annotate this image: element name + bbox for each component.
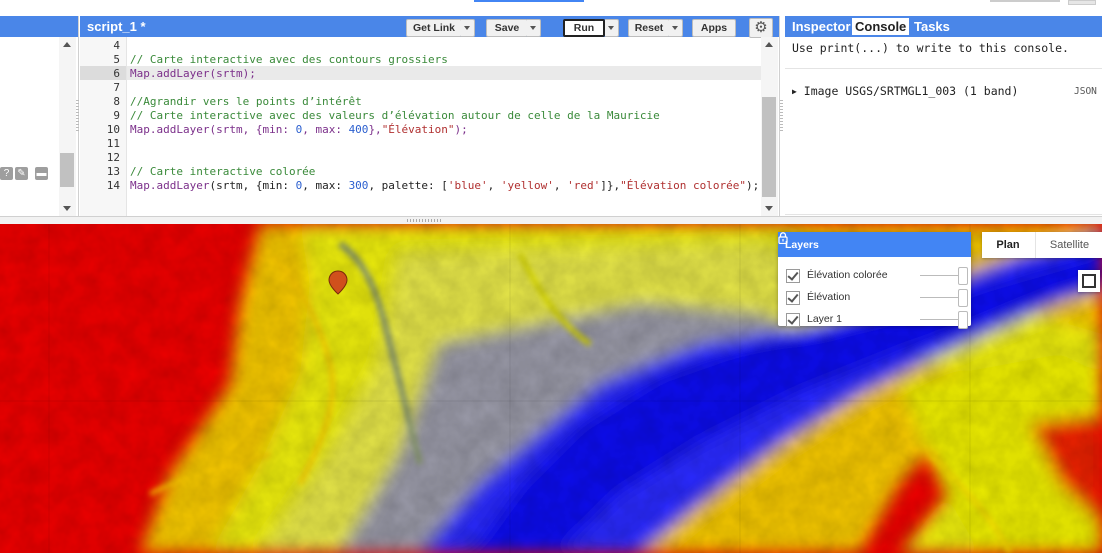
line-number: 11 [106,137,120,150]
apps-button[interactable]: Apps [692,19,736,37]
opacity-slider-handle[interactable] [958,311,968,329]
left-resize-handle[interactable] [76,100,79,132]
layer-name: Layer 1 [807,313,843,325]
reset-dropdown-icon[interactable] [669,19,683,37]
get-link-dropdown-icon[interactable] [461,19,475,37]
current-line-gutter [80,66,126,80]
edit-icon[interactable]: ✎ [15,167,28,180]
top-gray-bar [990,0,1060,2]
save-dropdown-icon[interactable] [527,19,541,37]
line-number: 14 [106,179,120,192]
code-editor-panel: script_1 * Get Link Save Run Reset Apps … [80,16,780,216]
layer-checkbox[interactable] [786,313,800,327]
right-resize-handle[interactable] [780,100,783,132]
opacity-slider-track[interactable] [920,297,960,298]
line-number: 7 [113,81,120,94]
layer-checkbox[interactable] [786,269,800,283]
opacity-slider-track[interactable] [920,275,960,276]
scroll-down-icon[interactable] [765,206,773,211]
scroll-up-icon[interactable] [63,42,71,47]
delete-icon[interactable]: ▬ [35,167,48,180]
current-line-highlight [127,66,761,80]
tab-console[interactable]: Console [852,18,910,35]
code-line-8: //Agrandir vers le points d’intérêt [130,95,362,108]
line-number: 13 [106,165,120,178]
left-scrollbar[interactable] [59,37,76,216]
editor-scrollbar[interactable] [761,37,778,216]
left-panel: ? ✎ ▬ [0,16,79,216]
line-number: 9 [113,109,120,122]
scroll-up-icon[interactable] [765,42,773,47]
layer-name: Élévation colorée [807,269,888,281]
layer-name: Élévation [807,291,851,303]
layer-checkbox[interactable] [786,291,800,305]
top-small-button[interactable] [1068,0,1096,5]
line-number: 4 [113,39,120,52]
tab-tasks[interactable]: Tasks [914,19,950,34]
layer-row[interactable]: Layer 1 [786,311,968,329]
run-button[interactable]: Run [563,19,605,37]
line-number: 12 [106,151,120,164]
code-line-13: // Carte interactive colorée [130,165,316,178]
code-line-14: Map.addLayer(srtm, {min: 0, max: 300, pa… [130,179,760,192]
fullscreen-icon [1082,281,1089,288]
code-line-6: Map.addLayer(srtm); [130,67,256,80]
left-scroll-thumb[interactable] [60,153,74,187]
fullscreen-icon [1089,281,1096,288]
console-divider-bottom [785,214,1102,215]
help-icon[interactable]: ? [0,167,13,180]
map-pin-icon[interactable] [328,270,348,295]
console-hint: Use print(...) to write to this console. [792,41,1069,55]
json-link[interactable]: JSON [1074,86,1097,97]
editor-toolbar: script_1 * Get Link Save Run Reset Apps … [80,16,779,38]
lock-icon[interactable] [778,232,788,244]
layer-row[interactable]: Élévation colorée [786,267,968,285]
editor-scroll-thumb[interactable] [762,97,776,197]
run-dropdown-icon[interactable] [605,19,619,37]
line-number: 10 [106,123,120,136]
get-link-button[interactable]: Get Link [406,19,462,37]
map-type-satellite-button[interactable]: Satellite [1035,232,1102,258]
gear-icon[interactable]: ⚙ [749,18,773,38]
line-number: 6 [113,67,120,80]
console-divider [785,68,1102,69]
line-number: 8 [113,95,120,108]
layers-title: Layers [785,239,819,251]
map-canvas[interactable]: Layers Élévation colorée Élévation Layer… [0,224,1102,553]
left-panel-header [0,16,78,37]
save-button[interactable]: Save [486,19,528,37]
code-line-9: // Carte interactive avec des valeurs d’… [130,109,660,122]
fullscreen-button[interactable] [1078,270,1100,292]
layer-row[interactable]: Élévation [786,289,968,307]
opacity-slider-handle[interactable] [958,289,968,307]
right-panel: Inspector Console Tasks Use print(...) t… [785,16,1102,216]
map-type-control: Plan Satellite [982,232,1102,258]
code-line-10: Map.addLayer(srtm, {min: 0, max: 400},"É… [130,123,468,136]
reset-button[interactable]: Reset [628,19,670,37]
right-panel-tabs: Inspector Console Tasks [785,16,1102,37]
fullscreen-icon [1082,274,1089,281]
opacity-slider-handle[interactable] [958,267,968,285]
layers-panel: Layers Élévation colorée Élévation Layer… [778,232,971,329]
expand-triangle-icon[interactable]: ▶ [792,87,797,96]
code-area[interactable]: // Carte interactive avec des contours g… [127,37,761,216]
top-strip [0,0,1102,16]
script-tab[interactable]: script_1 * [87,19,146,34]
layers-header[interactable]: Layers [778,232,971,257]
scroll-down-icon[interactable] [63,206,71,211]
opacity-slider-track[interactable] [920,319,960,320]
console-entry[interactable]: ▶ Image USGS/SRTMGL1_003 (1 band) [792,84,1019,98]
tab-inspector[interactable]: Inspector [792,19,851,34]
map-type-plan-button[interactable]: Plan [996,239,1020,251]
top-accent-bar [474,0,584,2]
fullscreen-icon [1089,274,1096,281]
code-line-5: // Carte interactive avec des contours g… [130,53,448,66]
splitter-grip[interactable] [407,219,443,222]
line-number: 5 [113,53,120,66]
